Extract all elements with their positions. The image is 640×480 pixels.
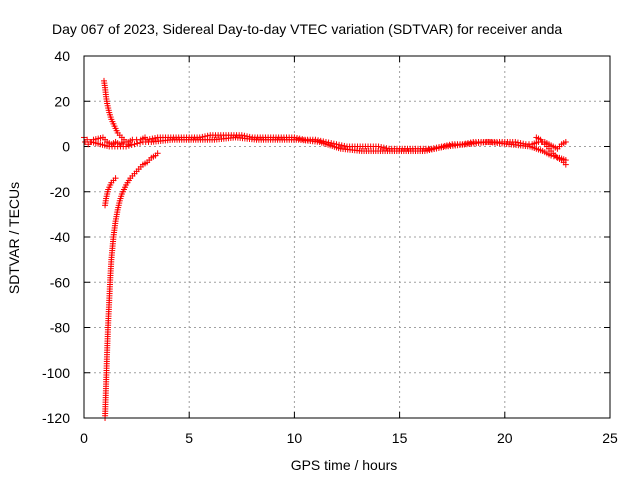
- data-point: [299, 136, 306, 143]
- x-tick-labels: 0 5 10 15 20 25: [80, 430, 618, 446]
- data-point: [550, 153, 557, 160]
- data-point: [380, 144, 387, 151]
- y-tick-label: -80: [50, 320, 70, 336]
- data-marks: [81, 77, 569, 421]
- data-point: [443, 142, 450, 149]
- plot-frame: [83, 55, 611, 419]
- data-point: [296, 135, 303, 142]
- data-point: [383, 145, 390, 152]
- data-point: [125, 142, 132, 149]
- y-tick-label: -40: [50, 229, 70, 245]
- x-tick-label: 0: [80, 430, 88, 446]
- data-point: [562, 138, 569, 145]
- data-point: [464, 140, 471, 147]
- axis-ticks: [83, 55, 611, 419]
- data-point: [152, 135, 159, 142]
- grid: [84, 56, 610, 418]
- y-axis-label: SDTVAR / TECUs: [6, 182, 22, 294]
- y-tick-label: -100: [42, 365, 70, 381]
- data-point: [562, 161, 569, 168]
- data-point: [467, 139, 474, 146]
- x-tick-label: 25: [602, 430, 618, 446]
- y-tick-label: -20: [50, 184, 70, 200]
- data-point: [131, 141, 138, 148]
- y-tick-labels: -120 -100 -80 -60 -40 -20 0 20 40: [42, 48, 70, 426]
- data-point: [85, 141, 92, 148]
- data-point: [446, 141, 453, 148]
- y-tick-label: 0: [62, 139, 70, 155]
- data-point: [336, 141, 343, 148]
- y-tick-label: 20: [54, 93, 70, 109]
- x-tick-label: 5: [185, 430, 193, 446]
- y-tick-label: -120: [42, 410, 70, 426]
- data-point: [149, 135, 156, 142]
- data-point: [82, 138, 89, 145]
- y-tick-label: -60: [50, 274, 70, 290]
- data-point: [134, 140, 141, 147]
- data-point: [125, 141, 132, 148]
- x-tick-label: 20: [497, 430, 513, 446]
- data-point: [112, 175, 119, 182]
- data-point: [338, 142, 345, 149]
- data-point: [128, 141, 135, 148]
- x-tick-label: 10: [287, 430, 303, 446]
- x-tick-label: 15: [392, 430, 408, 446]
- data-point: [341, 142, 348, 149]
- y-tick-label: 40: [54, 48, 70, 64]
- chart-title: Day 067 of 2023, Sidereal Day-to-day VTE…: [52, 21, 562, 37]
- data-point: [154, 150, 161, 157]
- data-point: [137, 139, 144, 146]
- x-axis-label: GPS time / hours: [291, 457, 398, 473]
- data-point: [378, 144, 385, 151]
